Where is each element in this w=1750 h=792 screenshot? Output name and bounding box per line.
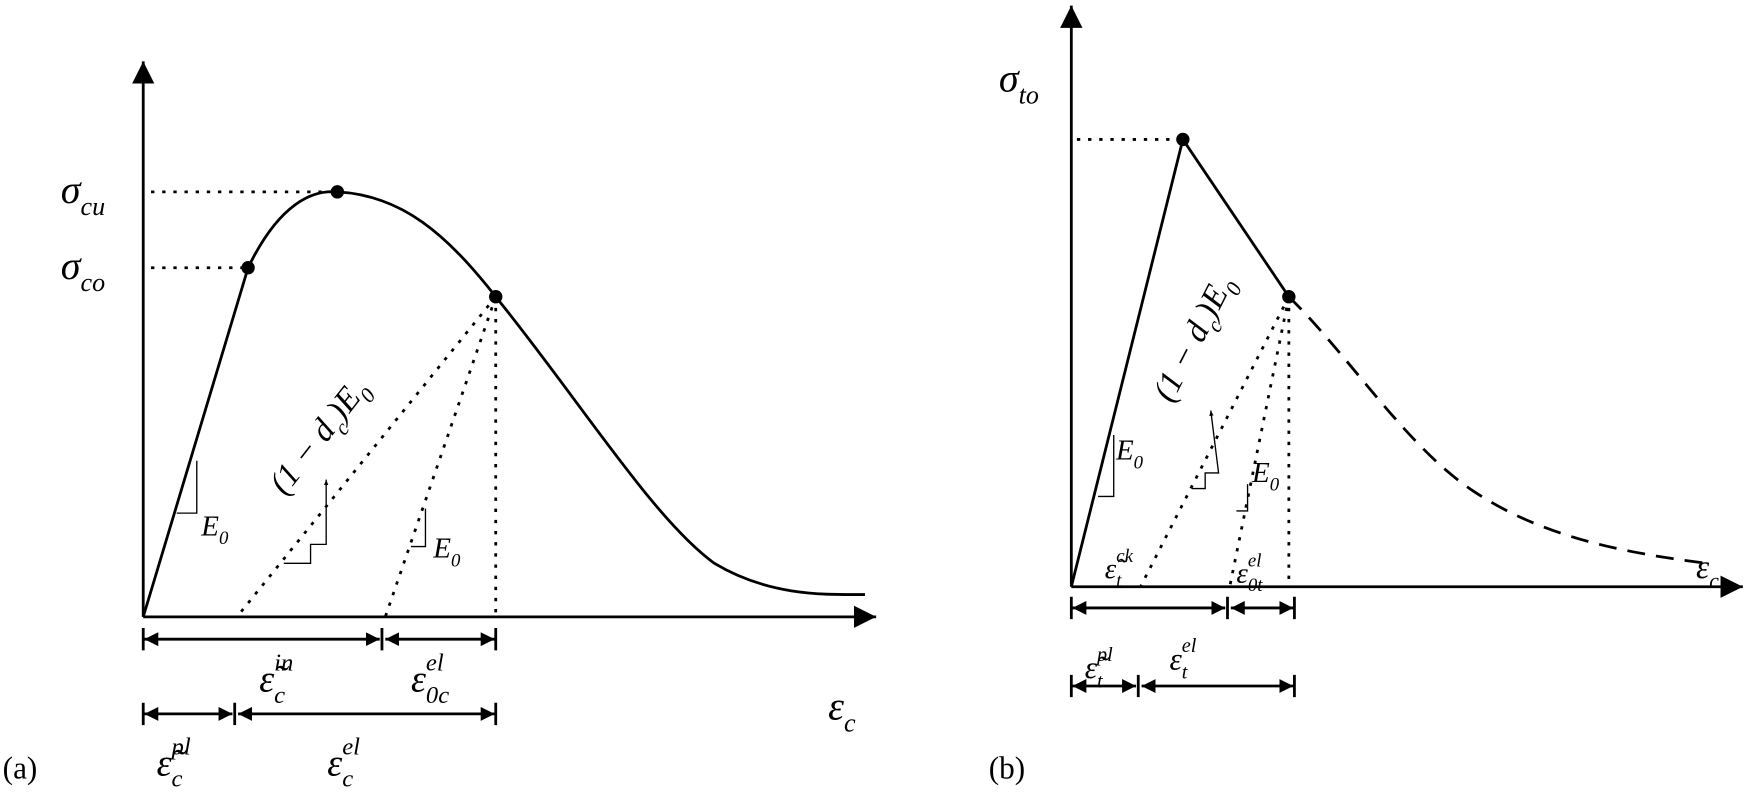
panel-a-drawing-line	[235, 295, 497, 618]
label-base: σ	[61, 167, 83, 212]
label-sub: t	[1097, 671, 1104, 693]
label-sub: 0	[451, 550, 461, 571]
label-base: E	[432, 533, 451, 565]
math-label: σco	[61, 243, 105, 297]
panel-b-drawing-path	[1069, 596, 1296, 698]
label-sub: 0	[1270, 475, 1280, 496]
panel-a-drawing-polyline	[410, 508, 427, 548]
label-sup: ck	[1116, 546, 1133, 567]
label-sup: pl	[1095, 644, 1113, 666]
math-label: (1 − dc)E0	[1146, 269, 1247, 410]
panel-tag: (b)	[989, 751, 1025, 786]
math-label: εc el	[327, 733, 360, 792]
math-label: (1 − dc)E0	[262, 371, 381, 505]
label-base: E	[200, 510, 219, 542]
label-base: ε	[1236, 557, 1248, 589]
label-sub: co	[80, 268, 105, 297]
math-label: ε0t el	[1236, 550, 1263, 596]
math-label: εc	[828, 683, 856, 737]
label-sub: t	[1182, 662, 1189, 684]
panel-b-drawing-polyline	[1191, 410, 1220, 490]
label-base: E	[1251, 457, 1270, 489]
math-label: E0	[432, 533, 461, 572]
math-label: E0	[200, 510, 229, 549]
panel-a-drawing-circle	[330, 185, 345, 199]
label-base: ε	[327, 742, 342, 784]
math-label: E0	[1115, 435, 1144, 474]
label-base: (1 − d	[1146, 316, 1217, 408]
panel-b-drawing-circle	[1176, 132, 1190, 147]
label-sub: c	[1709, 569, 1719, 593]
panel-a-drawing-polyline	[176, 460, 198, 514]
math-label: E0	[1251, 457, 1280, 496]
label-sup: pl	[170, 733, 191, 760]
panel-b-drawing-path	[1287, 295, 1708, 565]
label-base: E	[1115, 435, 1134, 467]
label-sub: 0	[1134, 452, 1144, 473]
label-base: ε	[1169, 641, 1182, 676]
panel-a-drawing-circle	[241, 261, 255, 275]
math-label: εc	[1696, 549, 1719, 593]
math-label: σcu	[61, 167, 105, 221]
label-sub: c	[844, 709, 856, 738]
label-sup: el	[1182, 635, 1197, 657]
label-sub: to	[1019, 81, 1039, 110]
label-sub: t	[1116, 571, 1122, 592]
label-sup: el	[1248, 550, 1262, 571]
label-sub: c	[342, 766, 353, 792]
panel-a-drawing	[132, 61, 877, 726]
math-label: ε̃tck	[1105, 546, 1134, 592]
math-label: ε̃cin	[259, 650, 293, 709]
label-sub: 0t	[1248, 575, 1263, 596]
label-base: σ	[999, 55, 1021, 100]
math-label: σto	[999, 55, 1039, 109]
panel-a-drawing-path	[141, 628, 498, 726]
label-sub: 0	[219, 528, 229, 549]
panel-b-drawing-polyline	[1098, 435, 1115, 498]
label-base: ε	[1696, 549, 1710, 586]
panel-a-drawing-polyline	[283, 479, 329, 564]
panel-b-drawing-line	[1228, 296, 1291, 588]
label-sup: in	[274, 650, 293, 677]
label-base: ε	[828, 683, 844, 728]
panel-b-drawing	[1060, 5, 1743, 698]
label-sub: c	[274, 682, 285, 709]
math-label: ε0c el	[411, 650, 449, 709]
panel-b-drawing-circle	[1282, 290, 1296, 304]
label-sup: el	[342, 733, 360, 760]
math-label: εt el	[1169, 635, 1196, 684]
label-sub: cu	[80, 192, 105, 221]
math-label: ε̃cpl	[157, 733, 191, 792]
label-base: ε	[411, 659, 426, 701]
panel-a-drawing-path	[141, 190, 865, 618]
label-sub: c	[172, 766, 183, 792]
panel-a-drawing-circle	[489, 290, 503, 304]
label-sup: el	[426, 650, 444, 677]
panel-a-drawing-line	[383, 296, 498, 618]
label-base: σ	[61, 243, 83, 288]
label-sub: 0c	[426, 682, 449, 709]
panel-tag: (a)	[3, 751, 38, 786]
panel-b-drawing-polyline	[1236, 484, 1249, 512]
